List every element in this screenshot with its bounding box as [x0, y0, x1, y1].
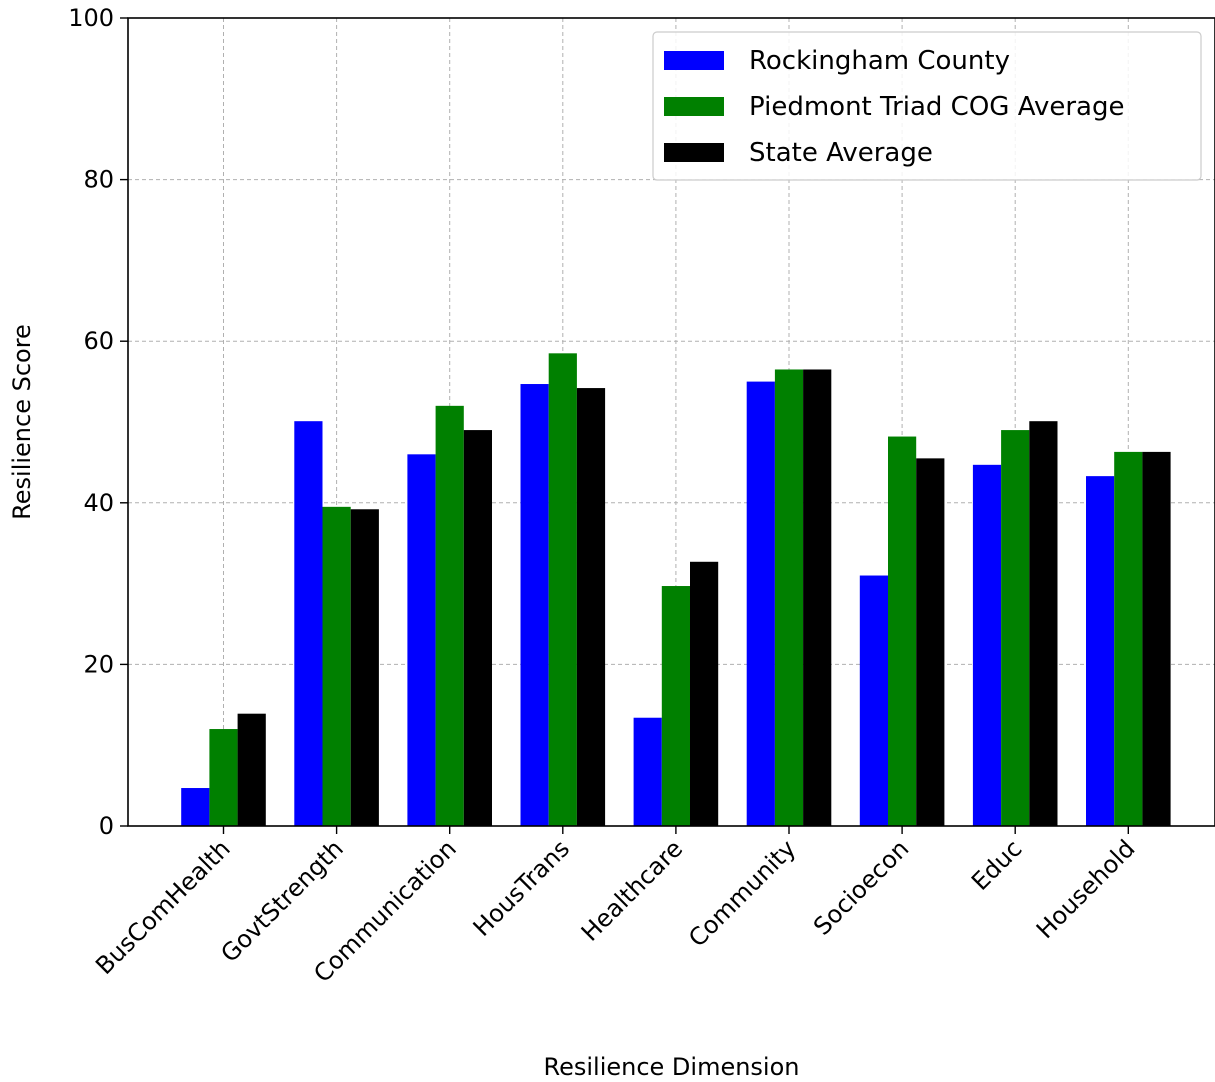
- y-tick-label: 20: [83, 650, 114, 678]
- bar-rockingham-houstrans: [520, 384, 549, 826]
- x-tick-label: Socioecon: [808, 834, 914, 940]
- bar-piedmont-healthcare: [661, 586, 690, 826]
- y-tick-label: 0: [99, 812, 114, 840]
- legend-label: Piedmont Triad COG Average: [749, 92, 1124, 122]
- y-tick-label: 40: [83, 489, 114, 517]
- y-tick-label: 100: [68, 4, 114, 32]
- legend-label: State Average: [749, 138, 933, 168]
- bar-piedmont-community: [774, 369, 804, 826]
- legend-box: [652, 31, 1202, 181]
- bar-piedmont-govtstrength: [322, 506, 351, 826]
- bar-piedmont-houstrans: [548, 353, 577, 826]
- bar-state-educ: [1029, 421, 1058, 826]
- bar-rockingham-healthcare: [633, 717, 662, 826]
- bar-piedmont-socioecon: [888, 436, 917, 826]
- bar-rockingham-educ: [972, 464, 1002, 826]
- legend-swatch: [664, 143, 724, 162]
- bar-state-houstrans: [576, 388, 606, 826]
- y-tick-label: 60: [83, 327, 114, 355]
- bar-rockingham-community: [746, 381, 775, 826]
- x-tick-label: Community: [683, 834, 801, 952]
- bar-state-community: [803, 369, 832, 826]
- legend-swatch: [664, 51, 724, 70]
- x-tick-label: Healthcare: [576, 834, 688, 946]
- x-tick-label: Educ: [966, 834, 1027, 895]
- x-tick-label: Household: [1031, 834, 1141, 944]
- bars: [181, 353, 1171, 826]
- x-axis-title: Resilience Dimension: [543, 1053, 799, 1081]
- x-tick-label: BusComHealth: [90, 834, 236, 980]
- legend: Rockingham County Piedmont Triad COG Aver…: [652, 31, 1202, 181]
- bar-piedmont-buscomhealth: [209, 729, 238, 826]
- bar-state-buscomhealth: [237, 713, 266, 826]
- legend-label: Rockingham County: [749, 46, 1010, 76]
- plot-frame: [127, 17, 1215, 827]
- legend-swatch: [664, 97, 724, 116]
- bar-state-socioecon: [916, 458, 945, 826]
- bar-state-household: [1142, 451, 1171, 826]
- bar-state-communication: [463, 430, 492, 826]
- bar-piedmont-educ: [1001, 430, 1030, 826]
- bar-rockingham-socioecon: [859, 575, 888, 826]
- bar-rockingham-household: [1086, 476, 1115, 826]
- y-tick-label: 80: [83, 166, 114, 194]
- bar-piedmont-household: [1114, 451, 1143, 826]
- bar-rockingham-communication: [407, 454, 436, 826]
- bar-state-healthcare: [690, 561, 719, 826]
- bar-rockingham-govtstrength: [294, 421, 323, 826]
- x-tick-label: HousTrans: [468, 834, 575, 941]
- bar-rockingham-buscomhealth: [181, 788, 210, 826]
- y-axis-ticks: 0 20 40 60 80 100: [68, 4, 128, 840]
- y-axis-title: Resilience Score: [8, 324, 36, 520]
- bar-state-govtstrength: [350, 509, 379, 826]
- bar-piedmont-communication: [435, 405, 464, 826]
